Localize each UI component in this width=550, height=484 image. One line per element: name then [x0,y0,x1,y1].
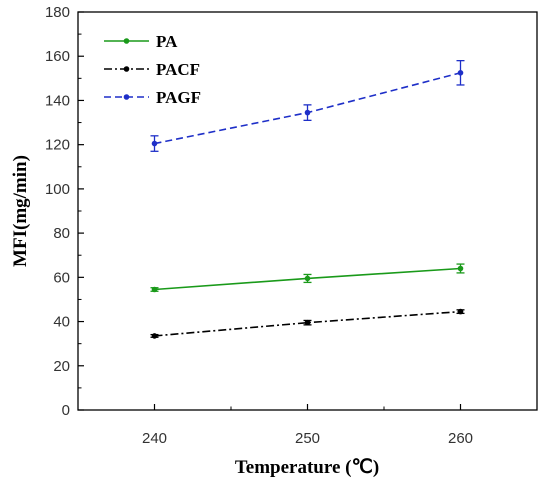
x-tick-label: 240 [142,430,167,447]
legend-label-pacf: PACF [156,60,200,79]
data-point-pacf [151,333,158,339]
y-axis-title: MFI(mg/min) [10,155,31,267]
y-tick-label: 0 [62,402,70,419]
x-axis-ticks: 240 250 260 [77,404,538,447]
legend-label-pagf: PAGF [156,88,201,107]
y-tick-label: 60 [53,269,70,286]
legend-marker-pa [123,38,130,44]
series-line-pacf [154,310,461,337]
legend-marker-pagf [123,94,130,100]
y-tick-label: 20 [53,358,70,375]
y-tick-label: 160 [45,48,70,65]
y-tick-label: 80 [53,225,70,242]
x-tick-label: 250 [295,430,320,447]
y-tick-label: 140 [45,92,70,109]
y-tick-label: 180 [45,4,70,21]
data-point-pagf [457,70,464,76]
legend-marker-pacf [123,66,130,72]
x-tick-label: 260 [448,430,473,447]
data-point-pa [151,286,158,293]
legend-label-pa: PA [156,32,178,51]
y-tick-label: 100 [45,181,70,198]
y-axis-ticks: 0 20 40 60 80 100 120 140 160 180 [45,4,84,419]
plot-frame [77,11,538,411]
series-layer [150,59,465,339]
data-point-pagf [151,140,158,147]
data-point-pacf [304,319,311,326]
x-axis-title: Temperature (℃) [235,457,379,478]
data-point-pagf [304,109,311,116]
y-tick-label: 40 [53,314,70,331]
data-point-pa [304,275,311,282]
data-point-pacf [457,308,464,315]
y-tick-label: 120 [45,137,70,154]
data-point-pa [457,265,464,272]
legend: PA PACF PAGF [104,32,201,107]
